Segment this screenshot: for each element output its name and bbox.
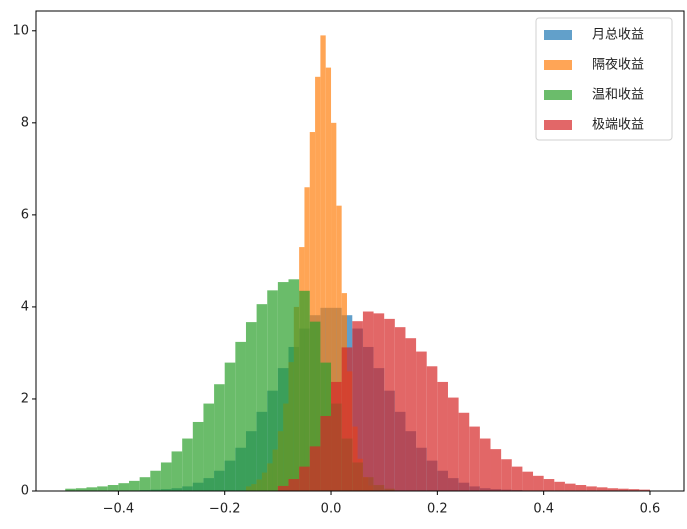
x-tick-label: 0.2 (427, 502, 448, 517)
x-tick-label: 0.6 (640, 502, 661, 517)
histogram-bar (278, 486, 289, 491)
histogram-bar (140, 477, 151, 491)
histogram-bar (235, 342, 246, 491)
histogram-bar (405, 338, 416, 491)
histogram-bar (374, 313, 385, 491)
histogram-bar (342, 347, 353, 491)
histogram-bar (437, 382, 448, 491)
histogram-bar (193, 422, 204, 491)
legend-swatch (544, 90, 572, 100)
histogram-bar (203, 404, 214, 491)
histogram-bar (225, 363, 236, 491)
legend-label: 极端收益 (592, 118, 644, 133)
histogram-bar (87, 487, 98, 491)
histogram-bar (512, 467, 523, 491)
legend-swatch (544, 120, 572, 130)
histogram-bar (533, 476, 544, 491)
x-tick-label: −0.2 (209, 502, 241, 517)
histogram-bar (331, 382, 342, 491)
x-tick-label: 0.0 (321, 502, 342, 517)
x-tick-label: −0.4 (103, 502, 135, 517)
legend-label: 月总收益 (592, 28, 644, 43)
histogram-bar (480, 439, 491, 491)
histogram-bar (246, 322, 257, 491)
histogram-bar (565, 484, 576, 491)
x-tick-label: 0.4 (533, 502, 554, 517)
histogram-bar (384, 319, 395, 491)
histogram-bar (597, 487, 608, 491)
histogram-bar (97, 486, 108, 491)
histogram-bar (289, 279, 300, 491)
legend-label: 隔夜收益 (592, 58, 644, 73)
legend-swatch (544, 60, 572, 70)
histogram-bar (182, 439, 193, 491)
histogram-bar (448, 398, 459, 491)
legend-swatch (544, 30, 572, 40)
y-tick-label: 10 (12, 23, 29, 38)
histogram-bar (310, 446, 321, 491)
histogram-bar (214, 384, 225, 491)
histogram-bar (395, 327, 406, 491)
histogram-bar (299, 291, 310, 491)
histogram-bar (289, 479, 300, 491)
histogram-bar (118, 483, 129, 491)
histogram-bar (172, 451, 183, 491)
histogram-bar (469, 427, 480, 491)
histogram-bar (278, 282, 289, 491)
histogram-bar (108, 485, 119, 491)
histogram-bar (586, 486, 597, 491)
histogram-bar (150, 471, 161, 491)
y-tick-label: 6 (21, 207, 29, 222)
histogram-bar (267, 290, 278, 491)
histogram-bar (576, 485, 587, 491)
y-tick-label: 4 (21, 299, 29, 314)
histogram-bar (299, 467, 310, 491)
y-tick-label: 0 (21, 484, 29, 499)
histogram-bar (363, 312, 374, 491)
histogram-bar (416, 352, 427, 491)
histogram-bar (554, 482, 565, 491)
histogram-bar (491, 449, 502, 491)
histogram-bar (544, 479, 555, 491)
histogram-bar (459, 413, 470, 491)
y-tick-label: 8 (21, 115, 29, 130)
histogram-bar (427, 366, 438, 491)
histogram-bar (522, 472, 533, 491)
y-tick-label: 2 (21, 391, 29, 406)
histogram-bar (129, 481, 140, 491)
histogram-bar (161, 462, 172, 491)
histogram-bar (320, 416, 331, 491)
histogram-bar (352, 321, 363, 491)
histogram-bar (257, 304, 268, 491)
legend-label: 温和收益 (592, 88, 644, 103)
histogram-bar (501, 459, 512, 491)
